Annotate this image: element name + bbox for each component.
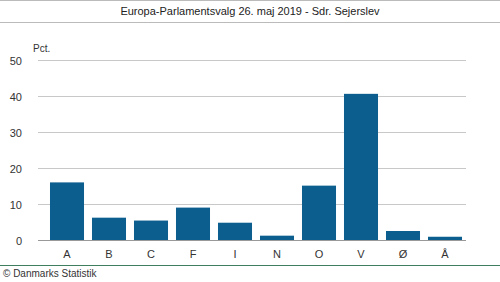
grid-line — [38, 60, 466, 61]
bar — [344, 94, 378, 240]
bar — [260, 236, 294, 240]
bar — [386, 231, 420, 240]
x-tick-label: O — [315, 248, 324, 260]
grid-line — [38, 204, 466, 205]
grid-line — [38, 240, 466, 241]
x-tick-label: Ø — [399, 248, 408, 260]
grid-line — [38, 132, 466, 133]
x-axis-line — [38, 240, 466, 241]
y-axis-label: Pct. — [33, 43, 50, 54]
bars — [50, 94, 462, 240]
x-tick-label: N — [273, 248, 281, 260]
top-border — [0, 0, 500, 1]
y-tick-label: 40 — [10, 91, 22, 103]
bar — [50, 182, 84, 240]
bar — [218, 223, 252, 240]
x-tick-label: A — [63, 248, 71, 260]
grid-line — [38, 168, 466, 169]
bar — [302, 186, 336, 240]
chart: Europa-Parlamentsvalg 26. maj 2019 - Sdr… — [0, 0, 500, 282]
x-tick-label: B — [105, 248, 112, 260]
x-tick-label: F — [190, 248, 197, 260]
bar — [134, 221, 168, 240]
bottom-rule — [0, 265, 500, 266]
y-tick-label: 20 — [10, 163, 22, 175]
y-tick-label: 30 — [10, 127, 22, 139]
title-rule — [0, 22, 500, 23]
bar — [92, 218, 126, 240]
source-note: © Danmarks Statistik — [3, 268, 98, 279]
x-tick-label: Å — [441, 248, 449, 260]
x-tick-label: I — [233, 248, 236, 260]
grid-line — [38, 96, 466, 97]
y-tick-label: 0 — [16, 235, 22, 247]
bar — [428, 237, 462, 240]
x-tick-label: C — [147, 248, 155, 260]
y-tick-label: 10 — [10, 199, 22, 211]
x-tick-label: V — [357, 248, 365, 260]
title: Europa-Parlamentsvalg 26. maj 2019 - Sdr… — [120, 5, 380, 17]
bar — [176, 208, 210, 240]
y-tick-label: 50 — [10, 55, 22, 67]
